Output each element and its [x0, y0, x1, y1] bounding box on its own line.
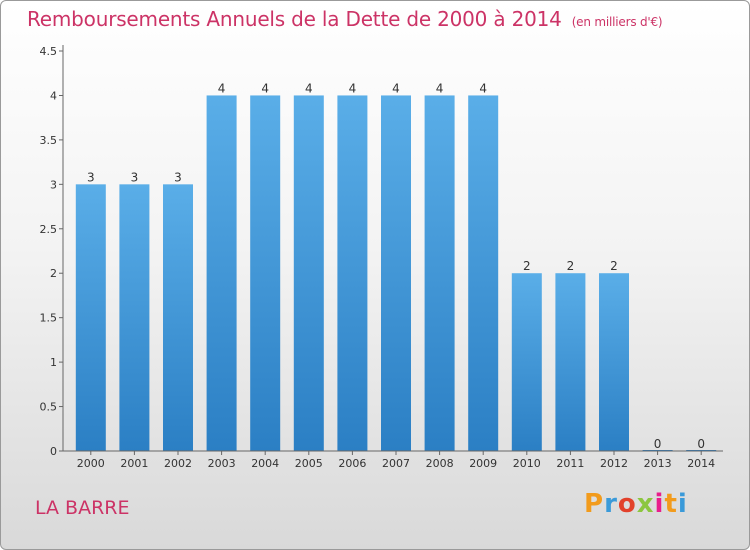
- commune-name: LA BARRE: [35, 497, 130, 519]
- x-tick-label-2010: 2010: [513, 457, 541, 470]
- logo-letter: t: [664, 489, 678, 519]
- data-label-2011: 2: [567, 259, 575, 273]
- x-tick-label-2009: 2009: [469, 457, 497, 470]
- data-label-2008: 4: [436, 81, 444, 95]
- data-label-2002: 3: [174, 170, 182, 184]
- logo-letter: x: [636, 489, 655, 519]
- logo-letter: r: [604, 489, 618, 519]
- data-label-2004: 4: [261, 81, 269, 95]
- chart-title-text: Remboursements Annuels de la Dette de 20…: [27, 7, 562, 31]
- x-tick-label-2012: 2012: [600, 457, 628, 470]
- chart-subtitle: (en milliers d'€): [571, 15, 663, 29]
- proxiti-logo[interactable]: Proxiti: [584, 489, 688, 519]
- x-tick-label-2014: 2014: [687, 457, 715, 470]
- bar-2005: [293, 95, 324, 451]
- data-label-2006: 4: [349, 81, 357, 95]
- x-tick-label-2000: 2000: [77, 457, 105, 470]
- y-tick-label: 4.5: [40, 45, 58, 58]
- logo-letter: P: [584, 489, 605, 519]
- data-label-2009: 4: [479, 81, 487, 95]
- bar-2009: [468, 95, 499, 451]
- data-label-2003: 4: [218, 81, 226, 95]
- y-tick-label: 4: [50, 89, 57, 102]
- x-tick-label-2003: 2003: [208, 457, 236, 470]
- logo-letter: i: [677, 489, 688, 519]
- y-tick-label: 2: [50, 267, 57, 280]
- y-tick-label: 1.5: [40, 312, 58, 325]
- x-tick-label-2007: 2007: [382, 457, 410, 470]
- bar-2001: [119, 184, 150, 452]
- bar-2004: [250, 95, 281, 451]
- bar-2006: [337, 95, 368, 451]
- data-label-2005: 4: [305, 81, 313, 95]
- x-tick-label-2004: 2004: [251, 457, 279, 470]
- bar-2010: [511, 273, 542, 451]
- bar-2012: [599, 273, 629, 451]
- data-label-2010: 2: [523, 259, 531, 273]
- logo-letter: i: [654, 489, 665, 519]
- x-tick-label-2001: 2001: [120, 457, 148, 470]
- bar-2007: [381, 95, 411, 451]
- x-tick-label-2005: 2005: [295, 457, 323, 470]
- x-tick-label-2006: 2006: [338, 457, 366, 470]
- x-tick-label-2011: 2011: [556, 457, 584, 470]
- y-tick-label: 0.5: [40, 401, 58, 414]
- bar-2011: [555, 273, 586, 451]
- logo-letter: o: [617, 489, 637, 519]
- bar-2000: [75, 184, 106, 452]
- data-label-2007: 4: [392, 81, 400, 95]
- x-tick-label-2008: 2008: [426, 457, 454, 470]
- data-label-2014: 0: [697, 437, 705, 451]
- chart-title: Remboursements Annuels de la Dette de 20…: [27, 7, 663, 31]
- y-tick-label: 1: [50, 356, 57, 369]
- data-label-2000: 3: [87, 170, 95, 184]
- data-label-2013: 0: [654, 437, 662, 451]
- bar-2002: [163, 184, 193, 452]
- y-tick-label: 3: [50, 178, 57, 191]
- bar-2008: [424, 95, 455, 451]
- data-label-2012: 2: [610, 259, 618, 273]
- y-tick-label: 0: [50, 445, 57, 458]
- data-label-2001: 3: [131, 170, 139, 184]
- x-tick-label-2002: 2002: [164, 457, 192, 470]
- bar-2003: [206, 95, 237, 451]
- y-tick-label: 3.5: [40, 134, 58, 147]
- x-tick-label-2013: 2013: [644, 457, 672, 470]
- y-tick-label: 2.5: [40, 223, 58, 236]
